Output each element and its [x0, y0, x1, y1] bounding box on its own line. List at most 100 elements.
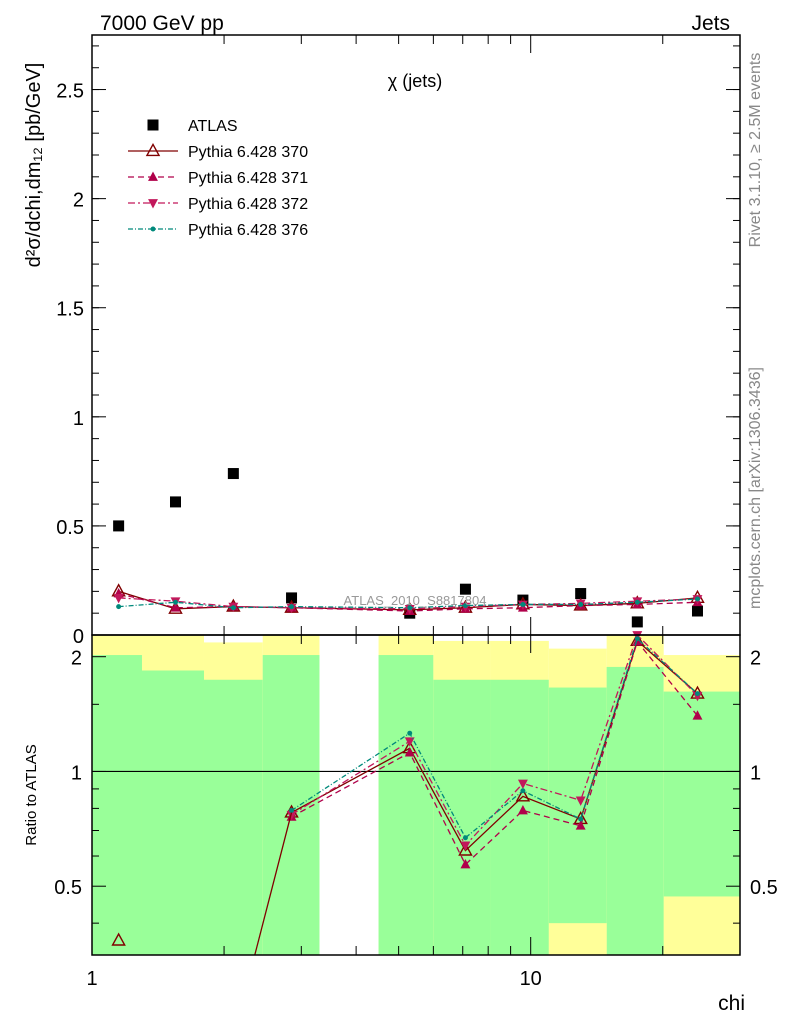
- ratio-point-2-9: [692, 710, 703, 720]
- header-right: Jets: [691, 12, 730, 35]
- main-point-4-7: [578, 601, 584, 607]
- ratio-band-green-7: [548, 687, 607, 955]
- main-line-4: [118, 598, 698, 609]
- ratio-point-2-5: [460, 859, 471, 869]
- main-point-1-7: [573, 597, 588, 611]
- ratio-panel: [92, 631, 740, 956]
- y-tick-label-3: 1.5: [56, 299, 84, 321]
- y-axis-label: d²σ/dchi,dm₁₂ [pb/GeV]: [23, 63, 45, 268]
- legend-label-2: Pythia 6.428 371: [188, 170, 308, 187]
- main-point-4-8: [634, 599, 640, 605]
- ratio-point-4-6: [520, 788, 526, 794]
- ratio-band-green-5: [433, 679, 491, 955]
- ratio-point-4-8: [634, 636, 640, 642]
- x-tick-label-0: 1: [86, 968, 97, 990]
- ratio-point-4-4: [407, 730, 413, 736]
- x-tick-label-1: 10: [520, 968, 542, 990]
- main-point-4-4: [407, 605, 413, 611]
- chart-title: χ (jets): [388, 71, 442, 91]
- main-point-0-6: [517, 594, 529, 606]
- ratio-point-2-6: [517, 804, 528, 815]
- legend-marker-0: [147, 119, 159, 131]
- main-point-4-0: [116, 604, 122, 610]
- ratio-point-4-5: [462, 835, 468, 841]
- main-point-4-5: [462, 603, 468, 609]
- ratio-band-green-1: [141, 670, 204, 955]
- main-point-4-9: [695, 596, 700, 602]
- axes: 0 0.5 1 1.5 2 2.5 0.5 0.5 1 1 2 2 1 10: [54, 35, 778, 990]
- main-point-0-7: [575, 588, 587, 600]
- legend-label-4: Pythia 6.428 376: [188, 222, 308, 239]
- main-point-0-8: [631, 616, 643, 628]
- legend-label-0: ATLAS: [188, 118, 238, 135]
- ratio-band-extra-0: [548, 923, 607, 955]
- ratio-series-4: [289, 636, 700, 841]
- analysis-label: ATLAS_2010_S8817804: [344, 593, 487, 608]
- ratio-band-extra-1: [663, 896, 740, 955]
- legend-marker-4: [150, 226, 156, 232]
- ratio-tick-label-left-0: 0.5: [54, 877, 82, 899]
- mcplots-label: mcplots.cern.ch [arXiv:1306.3436]: [747, 367, 764, 609]
- ratio-point-4-3: [289, 808, 295, 813]
- header-left: 7000 GeV pp: [100, 12, 224, 35]
- ratio-point-4-9: [695, 691, 700, 697]
- ratio-band-green-4: [378, 655, 434, 955]
- main-panel: [111, 468, 705, 628]
- ratio-point-3-6: [517, 779, 528, 789]
- main-point-0-1: [169, 496, 181, 508]
- main-line-2: [118, 592, 698, 612]
- y-tick-label-5: 2.5: [56, 81, 84, 103]
- ratio-axis-label: Ratio to ATLAS: [23, 744, 40, 845]
- ratio-point-4-7: [578, 816, 584, 822]
- main-point-0-0: [113, 520, 125, 532]
- y-tick-label-2: 1: [73, 408, 84, 430]
- ratio-point-2-4: [404, 747, 415, 757]
- main-point-4-3: [289, 604, 295, 610]
- ratio-tick-label-left-2: 2: [71, 648, 82, 670]
- ratio-uncertainty-band: [92, 635, 740, 955]
- main-point-4-6: [520, 601, 526, 607]
- x-axis-label: chi: [718, 992, 745, 1015]
- main-point-0-5: [459, 583, 471, 595]
- ratio-point-3-7: [575, 796, 586, 806]
- ratio-point-3-5: [460, 841, 471, 851]
- y-tick-label-4: 2: [73, 190, 84, 212]
- ratio-band-green-6: [490, 679, 549, 955]
- main-point-0-2: [227, 468, 239, 480]
- ratio-point-3-9: [692, 691, 703, 702]
- main-series-4: [116, 596, 700, 611]
- legend-label-3: Pythia 6.428 372: [188, 196, 308, 213]
- ratio-point-1-0: [111, 932, 126, 946]
- ratio-point-3-3: [286, 810, 297, 821]
- ratio-band-green-8: [606, 666, 664, 955]
- legend: ATLAS Pythia 6.428 370 Pythia 6.428 371 Pyt…: [128, 118, 308, 239]
- ratio-point-3-4: [404, 737, 415, 747]
- y-tick-label-1: 0.5: [56, 517, 84, 539]
- ratio-offscale-line: [254, 812, 293, 956]
- ratio-tick-label-right-0: 0.5: [750, 877, 778, 899]
- ratio-point-2-7: [575, 820, 586, 830]
- ratio-point-1-5: [458, 842, 473, 856]
- ratio-band-green-0: [92, 655, 142, 955]
- main-point-4-1: [173, 599, 178, 605]
- ratio-point-3-8: [632, 631, 643, 641]
- ratio-tick-label-right-2: 2: [750, 648, 761, 670]
- rivet-label: Rivet 3.1.10, ≥ 2.5M events: [747, 53, 764, 248]
- ratio-point-1-6: [515, 788, 531, 802]
- legend-marker-1: [145, 142, 161, 157]
- ratio-frame: [91, 634, 741, 956]
- ratio-band-green-3: [262, 655, 320, 955]
- ratio-tick-label-right-1: 1: [750, 762, 761, 784]
- legend-label-1: Pythia 6.428 370: [188, 144, 308, 161]
- main-point-0-3: [286, 592, 298, 604]
- y-tick-label-0: 0: [73, 626, 84, 648]
- legend-marker-2: [148, 171, 158, 181]
- main-point-0-9: [691, 605, 703, 617]
- main-point-3-0: [113, 594, 124, 604]
- main-point-2-1: [170, 602, 181, 612]
- main-point-4-2: [230, 605, 236, 611]
- ratio-band-green-2: [203, 679, 263, 955]
- main-line-3: [118, 597, 698, 610]
- legend-marker-3: [148, 199, 158, 209]
